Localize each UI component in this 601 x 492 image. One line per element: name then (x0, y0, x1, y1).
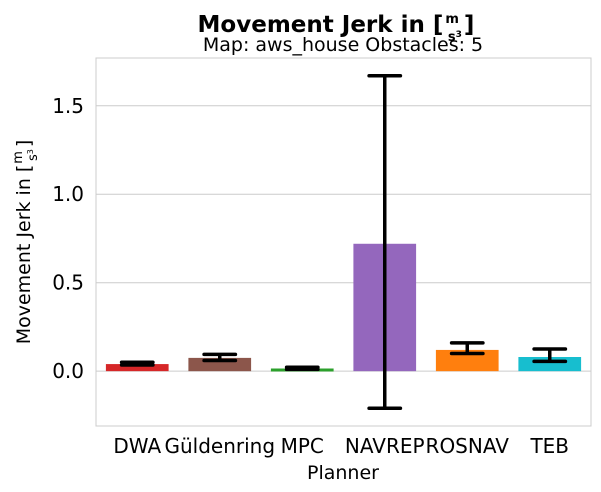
y-axis-label: Movement Jerk in [ms3] (11, 140, 41, 345)
y-axis-label-unit-den: s (26, 154, 41, 161)
x-tick-label: Güldenring (164, 434, 275, 458)
bar (105, 364, 169, 372)
chart-title-prefix: Movement Jerk in [ (198, 12, 444, 38)
y-tick-label: 1.0 (52, 182, 84, 206)
y-tick-label: 1.5 (52, 94, 84, 118)
x-tick-label: MPC (281, 434, 324, 458)
x-tick-label: ROSNAV (426, 434, 510, 458)
chart-title-unit-exp: 3 (456, 30, 462, 40)
y-axis-label-prefix: Movement Jerk in [ (13, 165, 35, 345)
x-tick-labels: DWA Güldenring MPC NAVREP ROSNAV TEB (113, 434, 569, 458)
y-tick-labels: 0.0 0.5 1.0 1.5 (52, 94, 84, 383)
y-axis-label-unit-num: m (11, 151, 26, 164)
x-tick-label: NAVREP (345, 434, 425, 458)
bars (105, 243, 582, 372)
x-tick-label: DWA (113, 434, 161, 458)
y-axis-label-suffix: ] (13, 140, 35, 147)
error-bars (119, 73, 568, 411)
y-axis-label-unit-exp: 3 (26, 149, 35, 154)
chart-title-unit-den: s (448, 30, 456, 45)
plot-frame (95, 57, 592, 427)
bar (435, 349, 499, 372)
y-tick-label: 0.5 (52, 271, 84, 295)
chart-subtitle: Map: aws_house Obstacles: 5 (203, 34, 483, 56)
chart-title: Movement Jerk in [m s3] (198, 12, 475, 45)
x-axis-label: Planner (307, 462, 379, 484)
grid-lines (96, 105, 591, 372)
chart-title-suffix: ] (464, 12, 475, 38)
y-tick-label: 0.0 (52, 359, 84, 383)
x-tick-label: TEB (529, 434, 569, 458)
chart-title-unit-num: m (445, 12, 459, 27)
